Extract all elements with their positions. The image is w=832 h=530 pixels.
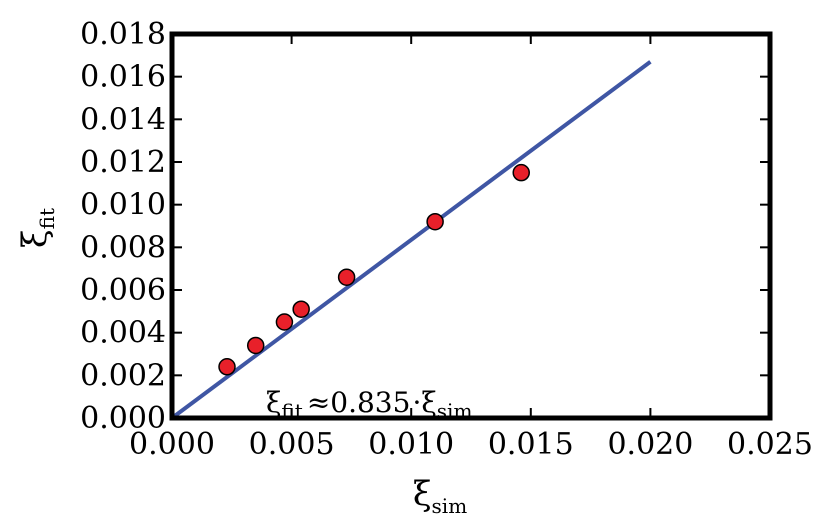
y-tick-label: 0.012 [80, 145, 166, 180]
fit-line [170, 60, 652, 420]
data-point-7 [512, 163, 530, 182]
y-tick-label: 0.006 [80, 273, 166, 308]
y-axis-label: ξfit [15, 208, 59, 248]
y-tick-label: 0.018 [80, 17, 166, 52]
annotation-lhs-symbol: ξ [266, 386, 281, 419]
x-tick-label: 0.000 [129, 427, 215, 462]
plot-frame [169, 31, 773, 421]
x-axis-label-subscript: sim [432, 494, 468, 518]
y-axis-label-subscript: fit [35, 208, 59, 229]
annotation-dot: · [412, 386, 421, 419]
y-tick-label: 0.010 [80, 188, 166, 223]
y-tick-label: 0.016 [80, 60, 166, 95]
x-tick-label: 0.005 [249, 427, 335, 462]
data-point-2 [246, 336, 265, 355]
y-tick-label: 0.002 [80, 358, 166, 393]
data-point-4 [292, 300, 310, 318]
annotation-coefficient: 0.835 [330, 386, 410, 419]
x-axis-label: ξsim [413, 474, 467, 518]
data-point-1 [218, 358, 236, 376]
annotation-operator: ≈ [307, 386, 330, 419]
x-tick-label: 0.015 [488, 427, 574, 462]
data-point-3 [275, 313, 294, 331]
svg-text:ξfit: ξfit [15, 208, 59, 248]
x-axis-label-symbol: ξ [413, 474, 432, 514]
x-tick-label: 0.020 [607, 427, 693, 462]
x-axis-ticks: 0.000 0.005 0.010 0.015 0.020 0.025 [129, 34, 813, 462]
y-tick-label: 0.000 [80, 401, 166, 436]
annotation-rhs-subscript: sim [437, 399, 473, 423]
data-point-5 [337, 268, 356, 286]
fit-annotation: ξfit ≈0.835·ξsim [266, 386, 472, 423]
data-point-6 [426, 212, 444, 231]
y-tick-label: 0.014 [80, 102, 166, 137]
annotation-rhs-symbol: ξ [421, 386, 436, 419]
y-axis-label-symbol: ξ [15, 229, 55, 248]
annotation-lhs-subscript: fit [281, 399, 302, 423]
x-tick-label: 0.025 [727, 427, 813, 462]
chart-marks [170, 60, 652, 420]
y-axis-ticks: 0.000 0.002 0.004 0.006 0.008 0.010 0.012 0.014… [80, 17, 770, 436]
y-tick-label: 0.004 [80, 316, 166, 351]
y-tick-label: 0.008 [80, 230, 166, 265]
x-tick-label: 0.010 [368, 427, 454, 462]
